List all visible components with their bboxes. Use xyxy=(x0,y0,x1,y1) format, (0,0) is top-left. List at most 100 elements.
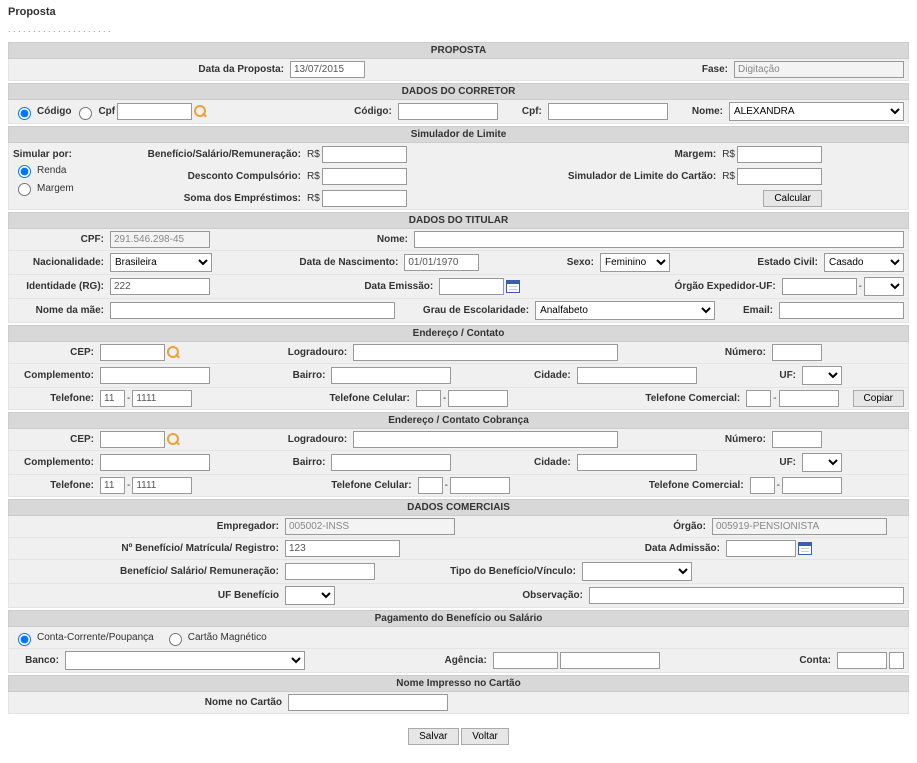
button-copiar[interactable]: Copiar xyxy=(853,390,904,407)
select-uf[interactable] xyxy=(802,366,842,385)
input-cpf-corretor[interactable] xyxy=(548,103,668,120)
label-fase: Fase: xyxy=(702,64,732,75)
label-cep-cob: CEP: xyxy=(13,434,98,445)
label-uf-cob: UF: xyxy=(779,457,800,468)
select-uf-cob[interactable] xyxy=(802,453,842,472)
section-comerciais: DADOS COMERCIAIS xyxy=(8,499,909,516)
label-dash: - xyxy=(127,393,130,404)
input-conta[interactable] xyxy=(837,652,887,669)
input-data-adm[interactable] xyxy=(726,540,796,557)
button-salvar[interactable]: Salvar xyxy=(408,728,458,745)
radio-conta-corrente[interactable] xyxy=(18,633,31,646)
select-uf-benef[interactable] xyxy=(285,586,335,605)
input-cep[interactable] xyxy=(100,344,165,361)
input-logradouro-cob[interactable] xyxy=(353,431,618,448)
breadcrumb: . . . . . . . . . . . . . . . . . . . . … xyxy=(8,24,909,34)
label-orgao: Órgão: xyxy=(673,521,710,532)
input-bairro-cob[interactable] xyxy=(331,454,451,471)
input-numero-cob[interactable] xyxy=(772,431,822,448)
input-agencia-nome[interactable] xyxy=(560,652,660,669)
input-logradouro[interactable] xyxy=(353,344,618,361)
input-data-emissao[interactable] xyxy=(439,278,504,295)
input-nome-tit[interactable] xyxy=(414,231,904,248)
input-tel-num-cob[interactable] xyxy=(132,477,192,494)
input-bairro[interactable] xyxy=(331,367,451,384)
section-cobranca: Endereço / Contato Cobrança xyxy=(8,412,909,429)
label-bairro-cob: Bairro: xyxy=(293,457,330,468)
input-cel-num-cob[interactable] xyxy=(450,477,510,494)
label-dash: - xyxy=(859,281,862,292)
input-numero[interactable] xyxy=(772,344,822,361)
input-email[interactable] xyxy=(779,302,904,319)
select-banco[interactable] xyxy=(65,651,305,670)
label-sexo: Sexo: xyxy=(567,257,598,268)
input-orgao-exp[interactable] xyxy=(782,278,857,295)
input-margem[interactable] xyxy=(737,146,822,163)
input-orgao xyxy=(712,518,887,535)
select-grau-esc[interactable]: Analfabeto xyxy=(535,301,715,320)
label-banco: Banco: xyxy=(13,655,63,666)
radio-cartao-mag[interactable] xyxy=(169,633,182,646)
input-com-num-cob[interactable] xyxy=(782,477,842,494)
button-voltar[interactable]: Voltar xyxy=(461,728,509,745)
label-nome-tit: Nome: xyxy=(352,234,412,245)
input-data-nasc[interactable] xyxy=(404,254,479,271)
input-soma-emp[interactable] xyxy=(322,190,407,207)
input-tel-ddd-cob[interactable] xyxy=(100,477,125,494)
section-corretor: DADOS DO CORRETOR xyxy=(8,83,909,100)
label-cep: CEP: xyxy=(13,347,98,358)
button-calcular[interactable]: Calcular xyxy=(763,190,822,207)
radio-cpf[interactable] xyxy=(79,107,92,120)
input-com-ddd[interactable] xyxy=(746,390,771,407)
input-sim-lim[interactable] xyxy=(737,168,822,185)
input-observacao[interactable] xyxy=(589,587,904,604)
label-margem-radio: Margem xyxy=(37,183,74,194)
input-nome-cartao[interactable] xyxy=(288,694,448,711)
search-icon[interactable] xyxy=(167,433,181,447)
select-sexo[interactable]: Feminino xyxy=(600,253,670,272)
input-agencia[interactable] xyxy=(493,652,558,669)
radio-margem[interactable] xyxy=(18,183,31,196)
input-cel-ddd[interactable] xyxy=(416,390,441,407)
section-pagamento: Pagamento do Benefício ou Salário xyxy=(8,610,909,627)
input-complemento[interactable] xyxy=(100,367,210,384)
input-tel-num[interactable] xyxy=(132,390,192,407)
calendar-icon[interactable] xyxy=(506,280,520,293)
search-icon[interactable] xyxy=(194,105,208,119)
input-cep-cob[interactable] xyxy=(100,431,165,448)
calendar-icon[interactable] xyxy=(798,542,812,555)
label-observacao: Observação: xyxy=(522,590,587,601)
input-cel-num[interactable] xyxy=(448,390,508,407)
input-beneficio[interactable] xyxy=(322,146,407,163)
input-complemento-cob[interactable] xyxy=(100,454,210,471)
input-conta-dv[interactable] xyxy=(889,652,904,669)
input-data-proposta[interactable] xyxy=(290,61,365,78)
label-cartao-mag: Cartão Magnético xyxy=(188,632,267,643)
select-tipo-benef[interactable] xyxy=(582,562,692,581)
select-orgao-uf[interactable] xyxy=(864,277,904,296)
input-busca-corretor[interactable] xyxy=(117,103,192,120)
label-cidade: Cidade: xyxy=(534,370,575,381)
input-cidade[interactable] xyxy=(577,367,697,384)
label-nome: Nome: xyxy=(692,106,727,117)
input-cidade-cob[interactable] xyxy=(577,454,697,471)
input-ident-rg[interactable] xyxy=(110,278,210,295)
input-codigo[interactable] xyxy=(398,103,498,120)
input-com-ddd-cob[interactable] xyxy=(750,477,775,494)
radio-codigo[interactable] xyxy=(18,107,31,120)
input-com-num[interactable] xyxy=(779,390,839,407)
search-icon[interactable] xyxy=(167,346,181,360)
label-tel-com: Telefone Comercial: xyxy=(645,393,744,404)
input-nome-mae[interactable] xyxy=(110,302,395,319)
select-nome-corretor[interactable]: ALEXANDRA xyxy=(729,102,904,121)
radio-renda[interactable] xyxy=(18,165,31,178)
input-nbenef[interactable] xyxy=(285,540,400,557)
input-empregador xyxy=(285,518,455,535)
input-tel-ddd[interactable] xyxy=(100,390,125,407)
select-nacionalidade[interactable]: Brasileira xyxy=(110,253,212,272)
select-estado-civil[interactable]: Casado xyxy=(824,253,904,272)
section-titular: DADOS DO TITULAR xyxy=(8,212,909,229)
input-cel-ddd-cob[interactable] xyxy=(418,477,443,494)
input-desc-comp[interactable] xyxy=(322,168,407,185)
input-benef-sal-rem2[interactable] xyxy=(285,563,375,580)
